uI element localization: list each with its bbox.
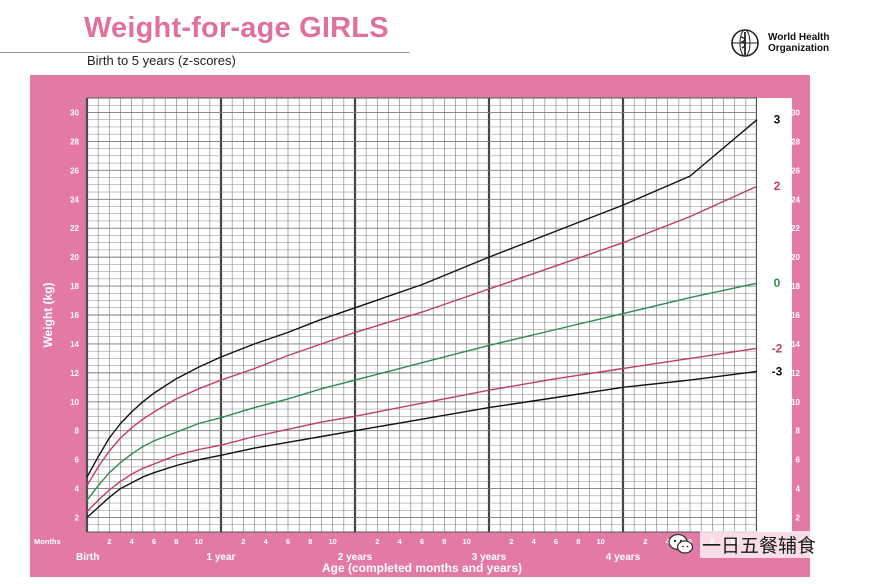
z-score-label: -2	[772, 341, 783, 355]
x-month-tick-label: 6	[286, 537, 290, 546]
y-tick-label-right: 12	[791, 369, 800, 378]
watermark: 一日五餐辅食	[668, 530, 819, 558]
chart-title: Weight-for-age GIRLS	[84, 12, 389, 44]
y-tick-label-left: 30	[70, 108, 79, 117]
wechat-icon	[668, 533, 694, 554]
x-month-tick-label: 10	[328, 537, 336, 546]
y-tick-label-right: 8	[796, 427, 801, 436]
x-year-label: 4 years	[606, 552, 641, 563]
y-tick-label-right: 20	[791, 253, 800, 262]
y-axis-label: Weight (kg)	[41, 282, 55, 347]
title-divider	[0, 52, 410, 53]
x-month-tick-label: 2	[241, 537, 245, 546]
y-tick-label-left: 28	[70, 137, 79, 146]
x-month-tick-label: 8	[442, 537, 446, 546]
x-month-tick-label: 6	[688, 537, 692, 546]
y-tick-label-right: 30	[791, 108, 800, 117]
z-score-label: 2	[774, 179, 781, 193]
y-tick-label-left: 24	[70, 195, 79, 204]
y-tick-label-right: 14	[791, 340, 800, 349]
y-tick-label-left: 8	[75, 427, 80, 436]
y-tick-label-left: 22	[70, 224, 79, 233]
y-tick-label-left: 4	[75, 485, 80, 494]
z-score-line-minus3	[86, 370, 758, 519]
who-logo: World Health Organization	[730, 28, 850, 62]
y-tick-label-left: 12	[70, 369, 79, 378]
x-month-tick-label: 4	[264, 537, 269, 546]
y-tick-label-right: 18	[791, 282, 800, 291]
y-tick-label-right: 26	[791, 166, 800, 175]
y-tick-label-right: 22	[791, 224, 800, 233]
x-year-label: 2 years	[338, 552, 373, 563]
z-score-label: -3	[772, 364, 783, 378]
x-month-tick-label: 2	[509, 537, 513, 546]
x-year-label: 3 years	[472, 552, 507, 563]
y-tick-label-right: 24	[791, 195, 800, 204]
z-score-line-minus2	[86, 347, 758, 513]
y-tick-label-left: 18	[70, 282, 79, 291]
who-name-line1: World Health	[768, 32, 830, 43]
chart-subtitle: Birth to 5 years (z-scores)	[87, 53, 236, 68]
x-month-tick-label: 10	[194, 537, 202, 546]
x-month-tick-label: 2	[643, 537, 647, 546]
y-tick-label-right: 4	[796, 485, 801, 494]
x-month-tick-label: 8	[308, 537, 312, 546]
z-score-label: 0	[774, 276, 781, 290]
y-tick-label-right: 28	[791, 137, 800, 146]
y-tick-label-left: 2	[75, 514, 80, 523]
who-emblem-icon	[731, 29, 759, 57]
x-month-tick-label: 2	[107, 537, 111, 546]
x-year-label: Birth	[76, 552, 99, 563]
x-year-label: 1 year	[207, 552, 236, 563]
z-label-column	[757, 98, 792, 532]
x-month-tick-label: 2	[375, 537, 379, 546]
y-tick-label-left: 6	[75, 456, 80, 465]
x-month-tick-label: 4	[666, 537, 671, 546]
x-month-tick-label: 8	[576, 537, 580, 546]
y-tick-label-left: 20	[70, 253, 79, 262]
y-tick-label-right: 16	[791, 311, 800, 320]
z-score-label: 3	[774, 113, 781, 127]
x-month-tick-label: 6	[554, 537, 558, 546]
x-month-tick-label: 6	[152, 537, 156, 546]
x-month-tick-label: 4	[398, 537, 403, 546]
y-tick-label-right: 6	[796, 456, 801, 465]
x-month-tick-label: 10	[596, 537, 604, 546]
z-score-line-3	[86, 119, 758, 478]
z-score-line-2	[86, 185, 758, 487]
y-tick-label-right: 10	[791, 398, 800, 407]
x-month-tick-label: 6	[420, 537, 424, 546]
x-month-tick-label: 4	[532, 537, 537, 546]
y-tick-label-left: 26	[70, 166, 79, 175]
watermark-text: 一日五餐辅食	[700, 530, 819, 558]
z-score-line-0	[86, 282, 758, 501]
x-month-tick-label: 10	[462, 537, 470, 546]
x-month-tick-label: 4	[130, 537, 135, 546]
y-tick-label-left: 14	[70, 340, 79, 349]
x-axis-label: Age (completed months and years)	[322, 561, 522, 575]
x-month-tick-label: 8	[174, 537, 178, 546]
y-tick-label-right: 2	[796, 514, 801, 523]
y-tick-label-left: 16	[70, 311, 79, 320]
y-tick-label-left: 10	[70, 398, 79, 407]
who-name-line2: Organization	[768, 43, 830, 54]
months-label: Months	[34, 537, 61, 546]
